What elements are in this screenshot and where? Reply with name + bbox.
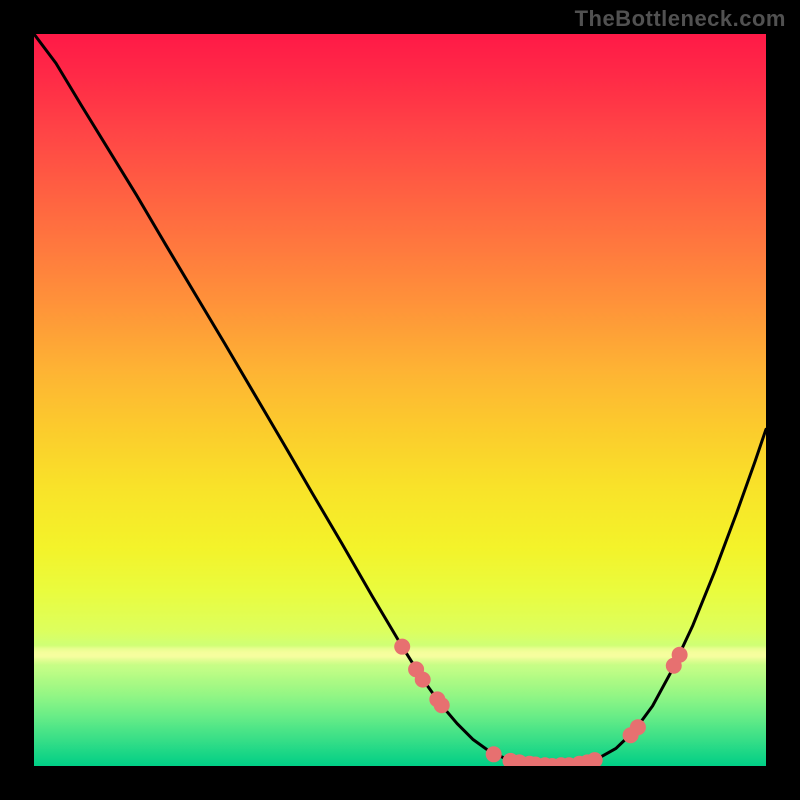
watermark-text: TheBottleneck.com: [575, 6, 786, 32]
chart-container: TheBottleneck.com: [0, 0, 800, 800]
chart-svg: [34, 34, 766, 766]
data-marker: [672, 647, 688, 663]
plot-area: [34, 34, 766, 766]
data-markers: [394, 639, 687, 766]
data-marker: [587, 752, 603, 766]
data-marker: [486, 746, 502, 762]
data-marker: [394, 639, 410, 655]
data-marker: [434, 697, 450, 713]
bottleneck-curve: [34, 34, 766, 766]
data-marker: [415, 672, 431, 688]
data-marker: [630, 719, 646, 735]
